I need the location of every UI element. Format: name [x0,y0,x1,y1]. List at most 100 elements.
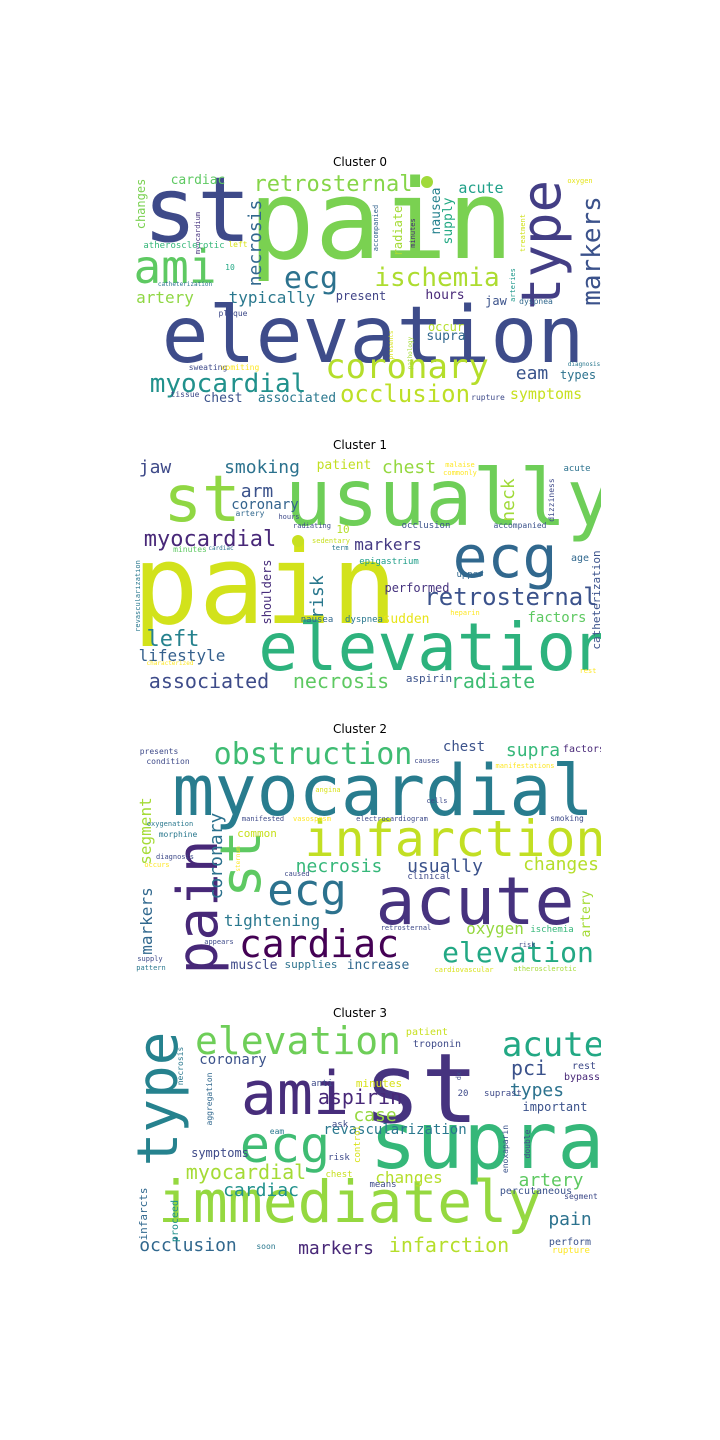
word: ecg [267,865,346,916]
word: markers [137,887,156,954]
word: term [332,544,349,552]
word: myocardial [150,369,307,399]
word: chest [203,391,242,406]
word: radiate [391,206,405,257]
word: usually [285,455,601,544]
word: neck [498,478,519,522]
word: aspirin [406,672,452,685]
word: rupture [471,393,505,402]
cluster-1-wordcloud: pain usually elevation st ecg retrostern… [135,455,601,690]
word: left [228,240,247,249]
word: caused [284,870,309,878]
word: morphine [159,830,198,839]
word: necrosis [293,669,389,690]
word: 10 [225,263,235,272]
word: present [336,289,387,303]
word: artery [518,1170,583,1191]
word: infarcts [137,1188,150,1241]
word: jaw [139,457,172,478]
word: dizziness [547,478,556,522]
word: hours [278,513,299,521]
word: suprast [484,1089,522,1099]
word: st [209,830,274,897]
word: supra [370,1097,601,1187]
word: ecg [453,523,558,591]
word: treatment [519,214,527,252]
word: sternum [235,846,242,872]
word: dx [455,1072,463,1080]
word: artery [579,890,594,937]
word: st [163,463,240,537]
word: cells [426,797,447,805]
word: nausea [429,188,444,235]
word: cardiac [171,173,226,188]
word: tightening [224,911,320,930]
word: coronary [231,497,298,513]
word: associated [149,669,269,690]
word: minutes [173,545,207,554]
word: plaque [219,309,248,318]
word: elevation [162,291,585,381]
word: risk [307,575,328,619]
word: enoxaparin [501,1125,510,1173]
word: diagnosis [568,361,601,368]
word: occlusion [340,380,470,406]
word: dyspnea [519,297,553,306]
word: lifestyle [139,646,226,665]
word: double [523,1129,532,1158]
word: factors [563,744,601,755]
word: ask [332,1120,349,1130]
word: revascularization [135,560,142,632]
word: myocardial [172,750,593,832]
word: elevation [195,1024,401,1063]
cluster-2-wordcloud: myocardial infarction acute st pain obst… [136,739,601,974]
word: infarction [304,810,601,868]
word: associated [258,391,336,406]
word: anti [311,1079,333,1089]
word: oxygen [567,177,592,185]
word: coronary [199,1052,266,1068]
word: st [143,173,251,263]
word: types [510,1080,564,1101]
word: risk [328,1153,350,1163]
word: left [147,627,200,652]
word: means [369,1180,396,1190]
word: markers [298,1238,374,1259]
word: markers [577,196,601,306]
word: ischemia [374,263,499,293]
word: dyspnea [345,615,383,625]
word: arteries [509,268,517,302]
word: rest [572,1061,596,1072]
word: changes [523,854,599,875]
word: proceed [170,1200,181,1242]
word: ischemia [530,925,573,935]
word: characterized [147,660,194,667]
word: pattern [136,964,166,972]
word: infarction [389,1233,509,1257]
word: occlusion [402,521,451,531]
word: rupture [552,1246,590,1256]
word: perform [549,1237,591,1248]
word: retrosternal [381,924,432,932]
word: acute [458,179,503,197]
word: vomiting [221,363,260,372]
word: sudden [383,612,430,627]
cluster-0-wordcloud: pain elevation st ami type coronary ecg … [135,173,601,406]
word: manifestations [495,762,554,770]
word: necrosis [176,1047,185,1086]
word: changes [375,1168,442,1187]
word: supra [426,329,465,344]
word: coronary [206,812,227,899]
word: ami [241,1059,349,1129]
word: aspirin [318,1085,402,1109]
word: ami [135,240,217,294]
word: type [510,180,573,310]
word: presents [388,330,395,359]
word: cardiac [239,922,399,966]
word: elevation [442,936,594,969]
word: ecg [284,261,338,296]
word: rest [580,667,597,675]
word: coronary [325,347,489,387]
cluster-3-title: Cluster 3 [332,1006,388,1020]
word: symptoms [510,385,582,403]
